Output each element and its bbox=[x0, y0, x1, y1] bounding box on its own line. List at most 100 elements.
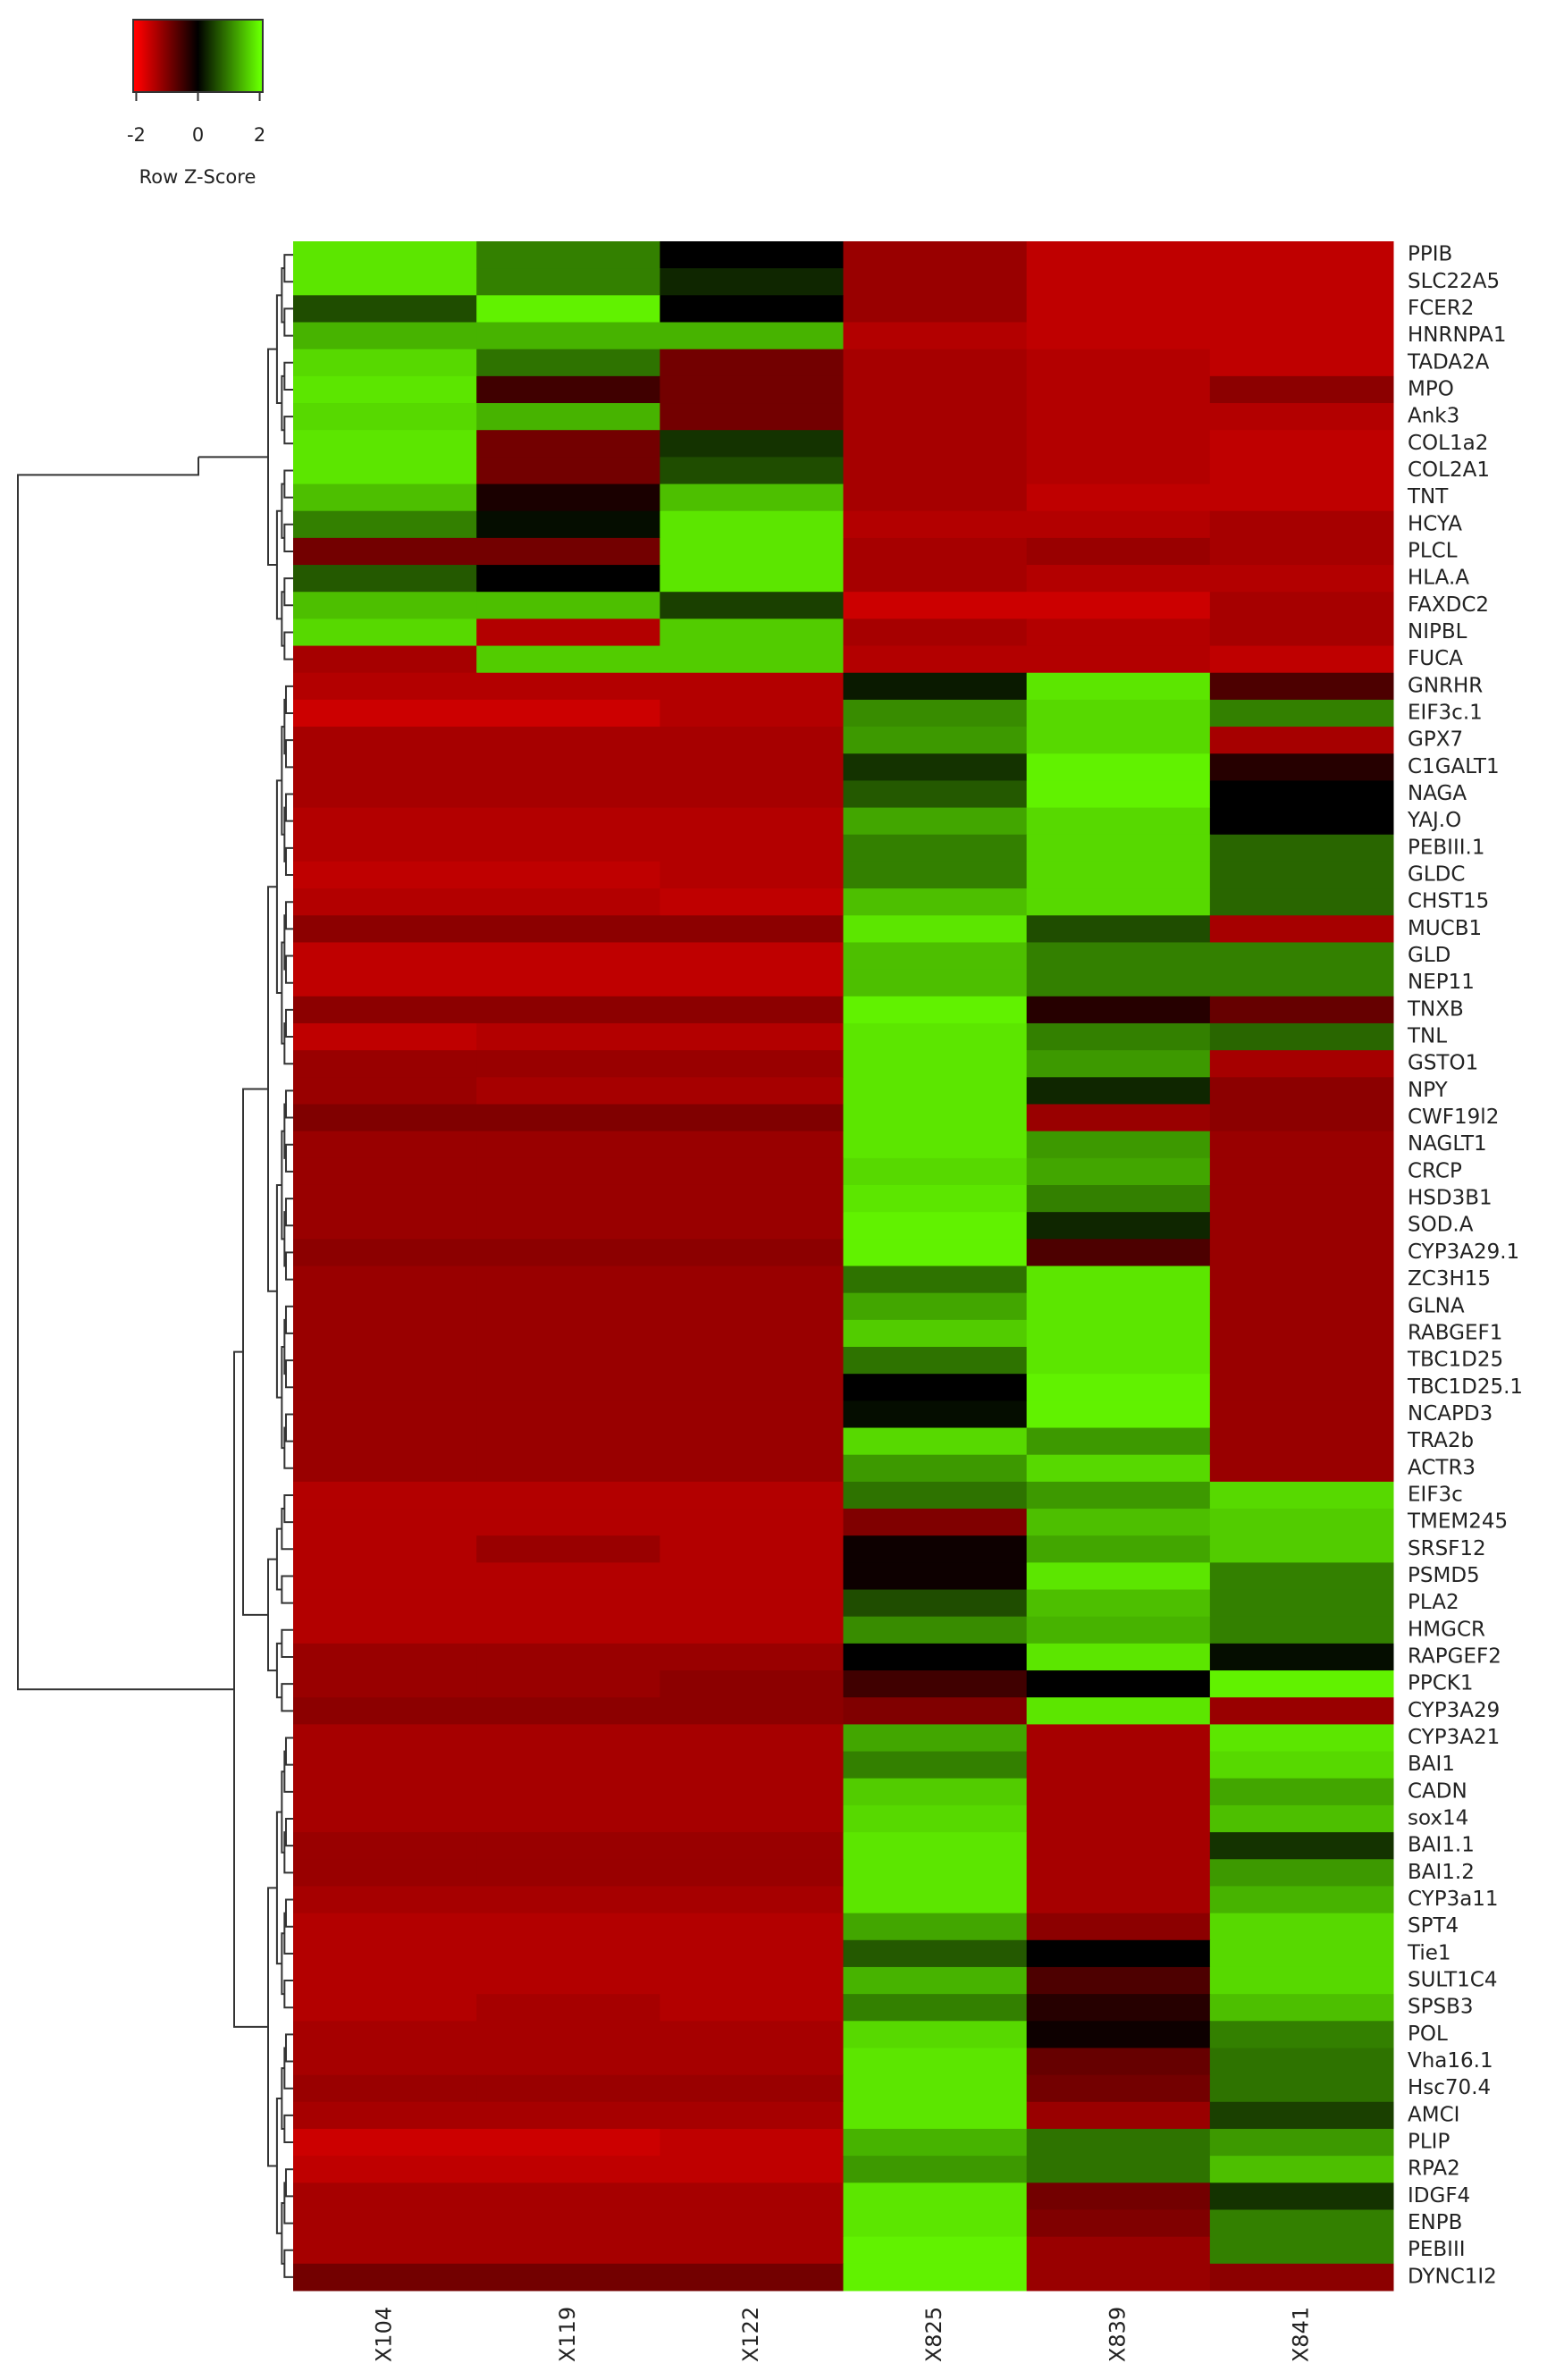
heatmap-cell bbox=[843, 1212, 1028, 1240]
heatmap-cell bbox=[1209, 1157, 1394, 1186]
dendrogram-branch bbox=[284, 1359, 293, 1389]
heatmap-cell bbox=[293, 1212, 477, 1240]
heatmap-cell bbox=[660, 1022, 844, 1051]
heatmap-cell bbox=[476, 1509, 660, 1536]
heatmap-cell bbox=[660, 295, 844, 324]
heatmap-cell bbox=[1026, 942, 1211, 971]
heatmap-cell bbox=[843, 1616, 1028, 1644]
row-label: HNRNPA1 bbox=[1408, 324, 1506, 347]
row-label: DYNC1I2 bbox=[1408, 2265, 1497, 2288]
row-label: Tie1 bbox=[1407, 1941, 1451, 1964]
heatmap-cell bbox=[293, 996, 477, 1024]
heatmap-cell bbox=[476, 672, 660, 701]
heatmap-cell bbox=[660, 1886, 844, 1914]
heatmap-cell bbox=[1209, 1966, 1394, 1995]
heatmap-cell bbox=[293, 2128, 477, 2157]
heatmap-cell bbox=[660, 349, 844, 377]
heatmap-cell bbox=[843, 403, 1028, 431]
heatmap-cell bbox=[1026, 2263, 1211, 2292]
heatmap-cell bbox=[1209, 2209, 1394, 2238]
heatmap-cell bbox=[1026, 430, 1211, 458]
heatmap-cell bbox=[1026, 1454, 1211, 1483]
heatmap-cell bbox=[843, 727, 1028, 754]
heatmap-cell bbox=[293, 1804, 477, 1833]
heatmap-cell bbox=[476, 1939, 660, 1968]
row-label: PEBIII bbox=[1408, 2238, 1466, 2261]
heatmap-cell bbox=[293, 1481, 477, 1510]
row-dendrogram bbox=[17, 254, 293, 2278]
heatmap-cell bbox=[843, 430, 1028, 458]
heatmap-cell bbox=[660, 1616, 844, 1644]
heatmap-cell bbox=[293, 2048, 477, 2076]
row-label: PEBIII.1 bbox=[1408, 836, 1484, 859]
heatmap-cell bbox=[1026, 1966, 1211, 1995]
heatmap-cell bbox=[1026, 537, 1211, 566]
row-label: MUCB1 bbox=[1408, 917, 1482, 940]
heatmap-cell bbox=[1026, 1913, 1211, 1941]
heatmap-cell bbox=[660, 996, 844, 1024]
heatmap-cell bbox=[293, 375, 477, 404]
heatmap-cell bbox=[660, 2236, 844, 2265]
heatmap-cell bbox=[476, 1319, 660, 1348]
heatmap-cell bbox=[293, 969, 477, 997]
heatmap-cell bbox=[843, 322, 1028, 350]
heatmap-cell bbox=[476, 1454, 660, 1483]
heatmap-cell bbox=[293, 1724, 477, 1753]
heatmap-cell bbox=[1209, 1374, 1394, 1401]
heatmap-cell bbox=[1026, 2236, 1211, 2265]
dendrogram-branch bbox=[283, 2249, 293, 2278]
heatmap-cell bbox=[843, 942, 1028, 971]
row-label: RAPGEF2 bbox=[1408, 1644, 1501, 1668]
heatmap-cell bbox=[660, 1400, 844, 1429]
row-label: COL1a2 bbox=[1408, 432, 1488, 455]
heatmap-cell bbox=[476, 1131, 660, 1159]
heatmap-cell bbox=[660, 1589, 844, 1618]
heatmap-cell bbox=[476, 2209, 660, 2238]
row-label: sox14 bbox=[1408, 1807, 1468, 1830]
heatmap-cell bbox=[293, 295, 477, 324]
row-label: SLC22A5 bbox=[1408, 270, 1500, 293]
heatmap-cell bbox=[293, 1913, 477, 1941]
dendrogram-branch bbox=[283, 2114, 293, 2144]
heatmap-cell bbox=[660, 1562, 844, 1591]
heatmap-cell bbox=[476, 1751, 660, 1779]
row-label: CYP3a11 bbox=[1408, 1888, 1499, 1911]
dendrogram-branch bbox=[281, 1683, 293, 1712]
heatmap-cell bbox=[293, 1131, 477, 1159]
column-label: X119 bbox=[555, 2307, 580, 2362]
row-label: FAXDC2 bbox=[1408, 593, 1489, 617]
heatmap-cell bbox=[1209, 996, 1394, 1024]
key-title: Row Z-Score bbox=[139, 166, 256, 188]
row-label: NPY bbox=[1408, 1079, 1449, 1102]
heatmap-cell bbox=[843, 2128, 1028, 2157]
heatmap-cell bbox=[660, 672, 844, 701]
heatmap-cell bbox=[660, 1697, 844, 1725]
heatmap-cell bbox=[1209, 2182, 1394, 2210]
heatmap-cell bbox=[660, 457, 844, 485]
heatmap-cell bbox=[293, 1266, 477, 1294]
heatmap-cell bbox=[1026, 1751, 1211, 1779]
heatmap-cell bbox=[843, 1292, 1028, 1321]
heatmap-cell bbox=[476, 1292, 660, 1321]
heatmap-cell bbox=[1209, 1509, 1394, 1536]
row-label: TADA2A bbox=[1407, 350, 1490, 374]
row-label: FUCA bbox=[1408, 647, 1463, 670]
heatmap-cell bbox=[1026, 2074, 1211, 2103]
row-label: YAJ.O bbox=[1407, 809, 1461, 832]
heatmap-cell bbox=[660, 241, 844, 269]
heatmap-cell bbox=[476, 618, 660, 647]
heatmap-cell bbox=[843, 969, 1028, 997]
heatmap-cell bbox=[1026, 1643, 1211, 1671]
heatmap-cell bbox=[843, 1050, 1028, 1078]
dendrogram-branch bbox=[284, 1089, 293, 1119]
heatmap-cell bbox=[293, 1157, 477, 1186]
heatmap-cell bbox=[476, 753, 660, 781]
dendrogram-branch bbox=[283, 577, 293, 607]
heatmap-cell bbox=[660, 969, 844, 997]
heatmap-cell bbox=[843, 1966, 1028, 1995]
heatmap-cell bbox=[660, 1643, 844, 1671]
heatmap-cell bbox=[293, 1050, 477, 1078]
heatmap-cell bbox=[1209, 645, 1394, 674]
heatmap-cell bbox=[293, 322, 477, 350]
row-label: BAI1 bbox=[1408, 1753, 1455, 1776]
